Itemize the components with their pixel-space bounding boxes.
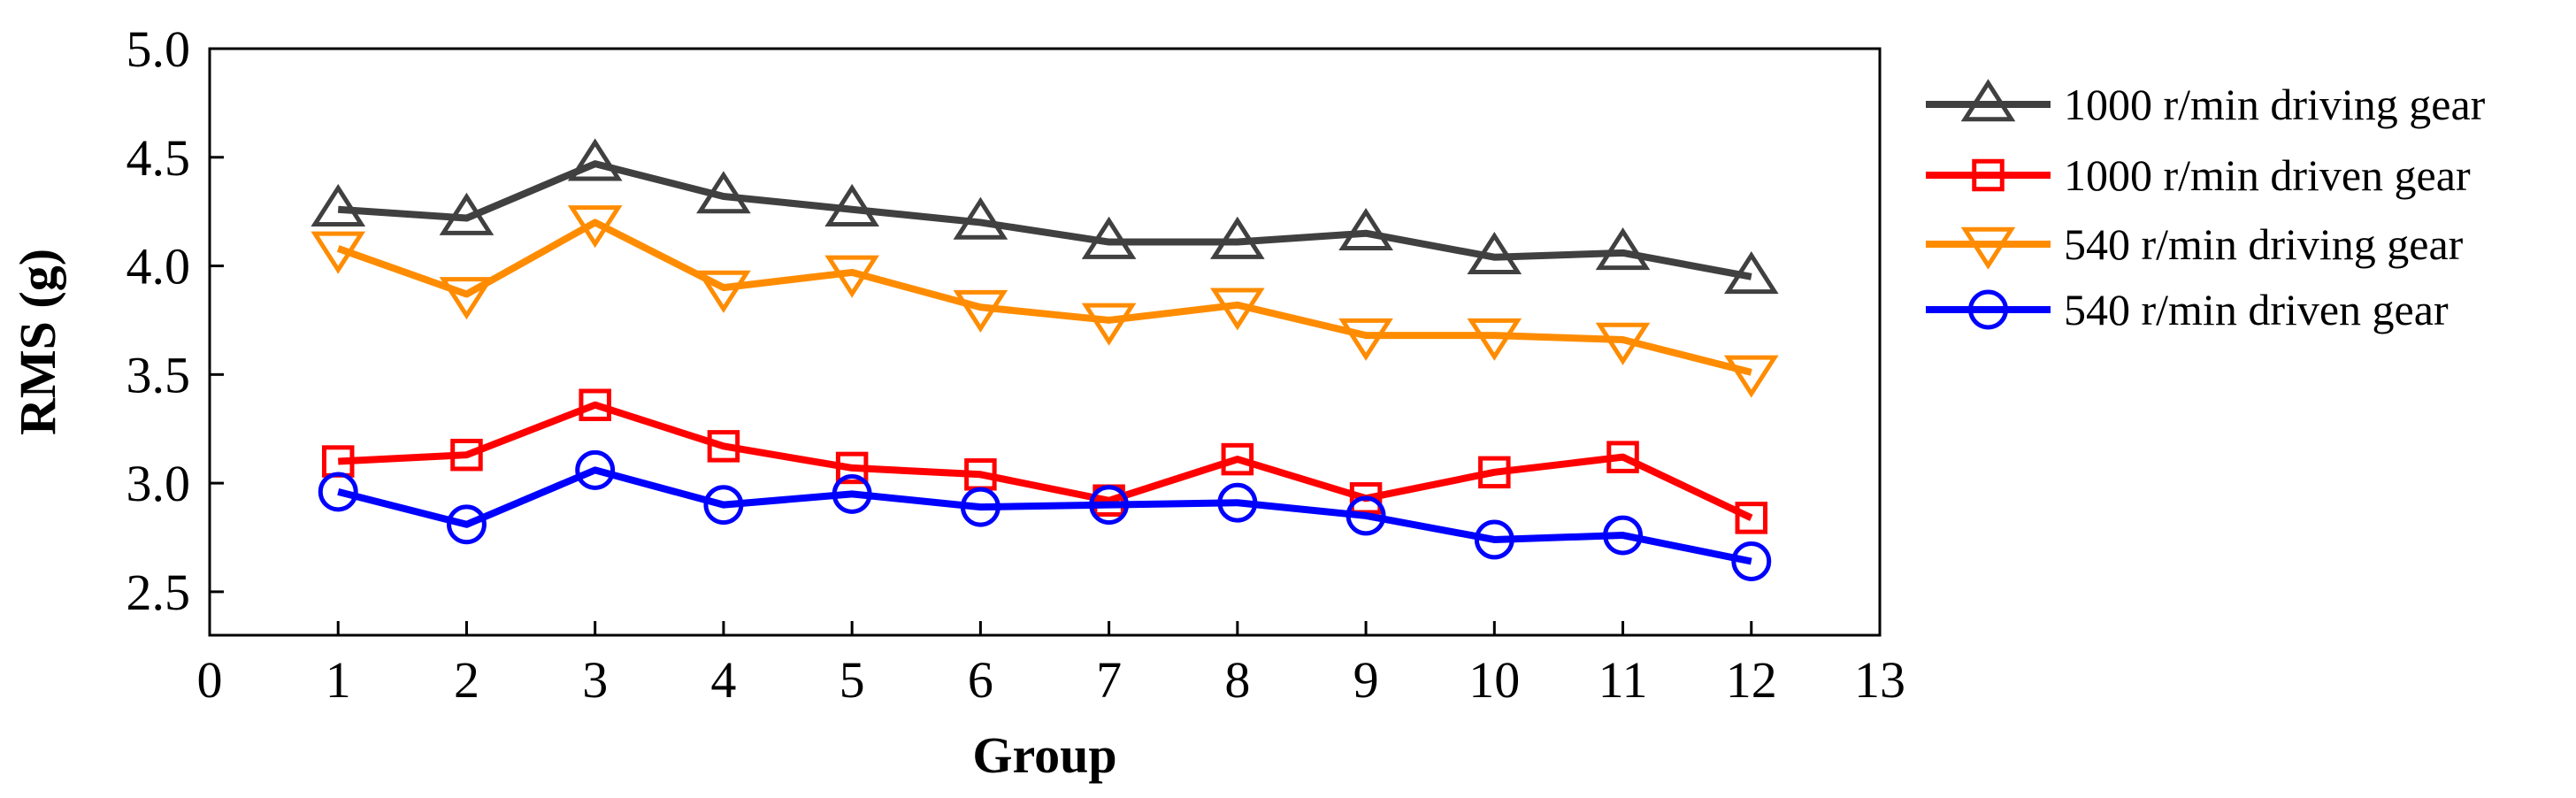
data-point bbox=[960, 487, 1000, 527]
series-2 bbox=[321, 388, 1768, 534]
data-point bbox=[835, 451, 869, 485]
data-point bbox=[1474, 519, 1514, 560]
legend-item-3: 540 r/min driving gear bbox=[1926, 219, 2464, 270]
x-tick-label: 6 bbox=[968, 651, 993, 709]
data-point bbox=[1595, 322, 1651, 365]
y-tick-label: 3.0 bbox=[126, 455, 191, 512]
y-tick-label: 3.5 bbox=[126, 346, 191, 403]
series-line bbox=[337, 466, 1752, 565]
data-point bbox=[1338, 318, 1393, 361]
legend-marker bbox=[1968, 289, 2008, 330]
series-layer bbox=[310, 138, 1779, 581]
series-line bbox=[337, 160, 1752, 280]
axes bbox=[208, 47, 1882, 637]
data-point bbox=[696, 270, 751, 313]
legend-label: 540 r/min driving gear bbox=[2064, 219, 2464, 269]
data-point bbox=[567, 138, 623, 181]
data-point bbox=[1217, 482, 1258, 523]
data-point bbox=[953, 289, 1008, 333]
series-line bbox=[338, 401, 1753, 522]
data-point bbox=[1338, 207, 1393, 251]
data-point bbox=[1210, 288, 1265, 331]
x-tick-label: 3 bbox=[582, 651, 608, 709]
legend: 1000 r/min driving gear 1000 r/min driven… bbox=[1926, 79, 2486, 334]
series-4 bbox=[318, 449, 1772, 581]
y-tick-label: 4.5 bbox=[126, 129, 191, 187]
data-point bbox=[439, 192, 494, 235]
data-point bbox=[310, 231, 366, 274]
x-tick-label: 11 bbox=[1598, 651, 1648, 709]
legend-item-1: 1000 r/min driving gear bbox=[1926, 79, 2486, 129]
data-point bbox=[1603, 515, 1643, 556]
x-tick-label: 0 bbox=[197, 651, 223, 709]
data-point bbox=[1595, 227, 1651, 271]
y-tick-label: 5.0 bbox=[126, 20, 191, 78]
data-point bbox=[832, 473, 872, 514]
y-axis-title: RMS (g) bbox=[9, 249, 66, 435]
data-point bbox=[824, 183, 879, 227]
data-point bbox=[318, 472, 358, 512]
y-tick-label: 4.0 bbox=[126, 238, 191, 295]
data-point bbox=[1081, 216, 1137, 259]
x-tick-label: 2 bbox=[454, 651, 479, 709]
data-point bbox=[1731, 541, 1772, 581]
data-point bbox=[703, 485, 744, 526]
data-point bbox=[1210, 216, 1265, 259]
data-point bbox=[567, 205, 623, 249]
x-tick-label: 7 bbox=[1096, 651, 1122, 709]
x-axis-title: Group bbox=[972, 726, 1116, 784]
x-axis: 0 1 2 3 4 5 6 7 8 9 10 11 12 13 bbox=[197, 621, 1905, 709]
data-point bbox=[1723, 355, 1779, 398]
legend-item-2: 1000 r/min driven gear bbox=[1926, 150, 2471, 200]
x-tick-label: 1 bbox=[326, 651, 351, 709]
legend-item-4: 540 r/min driven gear bbox=[1926, 285, 2449, 334]
data-point bbox=[707, 430, 740, 463]
x-tick-label: 9 bbox=[1353, 651, 1379, 709]
data-point bbox=[1723, 251, 1779, 295]
data-point bbox=[824, 255, 879, 298]
x-tick-label: 8 bbox=[1224, 651, 1250, 709]
y-tick-label: 2.5 bbox=[126, 564, 191, 621]
legend-label: 1000 r/min driven gear bbox=[2064, 150, 2471, 200]
plot-frame bbox=[208, 47, 1882, 637]
data-point bbox=[450, 438, 483, 472]
data-point bbox=[579, 388, 611, 421]
x-tick-label: 13 bbox=[1854, 651, 1905, 709]
data-point bbox=[439, 277, 494, 320]
data-point bbox=[1346, 495, 1386, 536]
data-point bbox=[696, 171, 751, 214]
y-axis: 2.5 3.0 3.5 4.0 4.5 5.0 bbox=[126, 20, 224, 621]
x-tick-label: 4 bbox=[710, 651, 736, 709]
data-point bbox=[1081, 303, 1137, 346]
data-point bbox=[1221, 442, 1254, 476]
x-tick-label: 12 bbox=[1726, 651, 1777, 709]
series-line bbox=[336, 219, 1752, 376]
data-point bbox=[1467, 231, 1522, 275]
data-point bbox=[310, 183, 366, 227]
x-tick-label: 10 bbox=[1468, 651, 1520, 709]
legend-marker bbox=[1960, 79, 2016, 122]
data-point bbox=[1735, 502, 1768, 534]
legend-marker bbox=[1960, 226, 2016, 270]
data-point bbox=[575, 449, 616, 490]
data-point bbox=[953, 196, 1008, 240]
data-point bbox=[447, 504, 487, 545]
legend-label: 1000 r/min driving gear bbox=[2064, 80, 2486, 129]
data-point bbox=[1478, 456, 1511, 489]
data-point bbox=[1467, 318, 1522, 361]
data-point bbox=[1089, 485, 1130, 526]
legend-label: 540 r/min driven gear bbox=[2064, 285, 2449, 334]
series-3 bbox=[310, 205, 1779, 398]
legend-marker bbox=[1972, 158, 2005, 192]
data-point bbox=[1606, 441, 1639, 473]
series-1 bbox=[310, 138, 1779, 295]
x-tick-label: 5 bbox=[840, 651, 865, 709]
